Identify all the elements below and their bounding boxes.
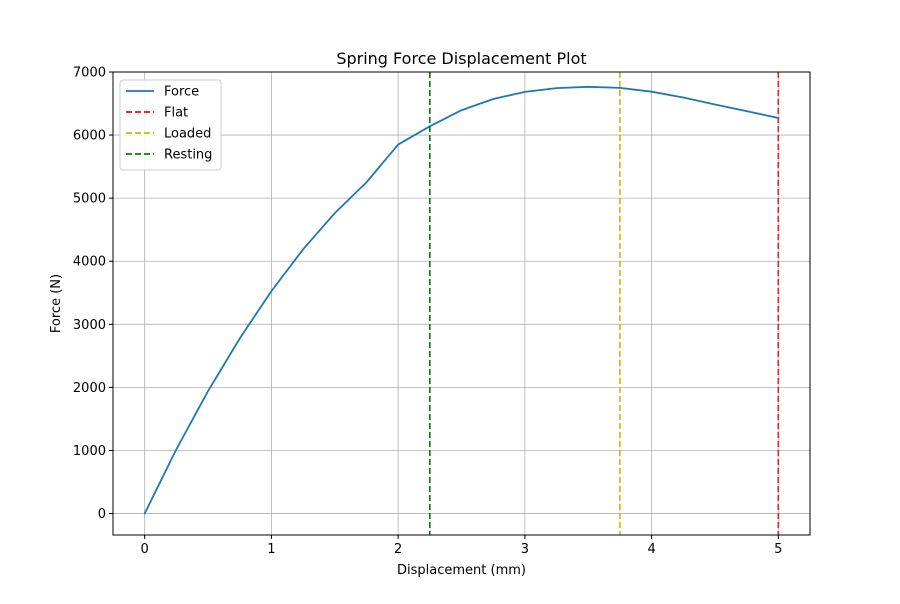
y-tick-label: 3000 bbox=[73, 318, 106, 333]
x-tick-label: 0 bbox=[141, 542, 149, 557]
x-tick-label: 3 bbox=[521, 542, 529, 557]
y-tick-label: 1000 bbox=[73, 444, 106, 459]
y-axis-label: Force (N) bbox=[49, 274, 64, 333]
legend-label-loaded: Loaded bbox=[164, 127, 211, 142]
x-axis-label: Displacement (mm) bbox=[397, 563, 526, 578]
series-line-force bbox=[143, 85, 780, 515]
y-tick-label: 6000 bbox=[73, 129, 106, 144]
x-tick-label: 5 bbox=[774, 542, 782, 557]
y-tick-label: 4000 bbox=[73, 255, 106, 270]
legend-box bbox=[119, 79, 222, 171]
y-tick-label: 2000 bbox=[73, 381, 106, 396]
axes-frame bbox=[112, 71, 811, 536]
plot-area bbox=[143, 72, 780, 535]
legend-label-resting: Resting bbox=[164, 148, 212, 163]
axis-ticks: 0 1 2 3 4 5 0 1000 2000 3000 4000 5000 6000 7000 bbox=[73, 66, 783, 558]
y-tick-label: 0 bbox=[98, 507, 106, 522]
chart-title: Spring Force Displacement Plot bbox=[336, 49, 586, 68]
x-tick-label: 1 bbox=[267, 542, 275, 557]
legend: Force Flat Loaded Resting bbox=[119, 79, 222, 171]
legend-label-flat: Flat bbox=[164, 106, 188, 121]
y-tick-label: 7000 bbox=[73, 66, 106, 81]
y-tick-label: 5000 bbox=[73, 192, 106, 207]
x-tick-label: 4 bbox=[647, 542, 655, 557]
legend-label-force: Force bbox=[164, 85, 199, 100]
x-tick-label: 2 bbox=[394, 542, 402, 557]
